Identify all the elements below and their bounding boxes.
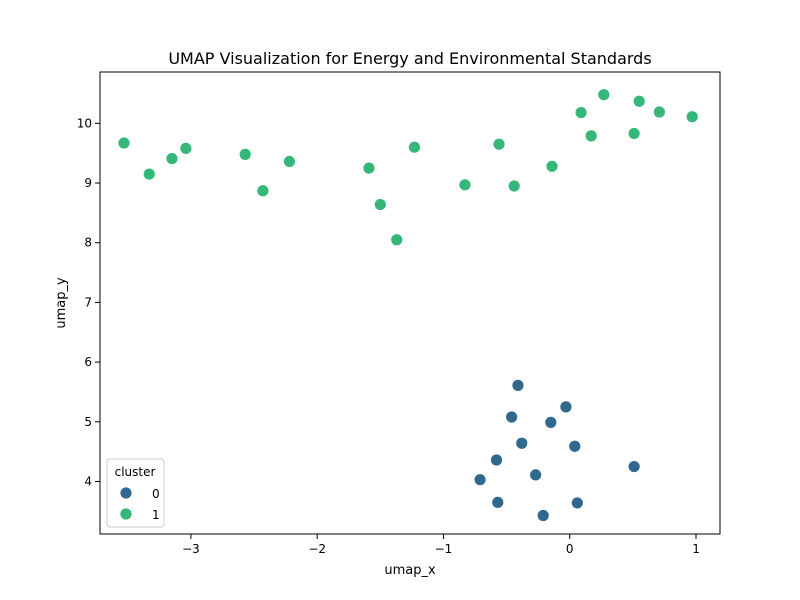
data-point-cluster-1 [362,161,376,175]
data-point-cluster-1 [627,127,641,140]
data-point-cluster-1 [179,142,193,155]
x-tick-label: −2 [308,542,326,556]
data-point-cluster-0 [505,410,519,424]
x-axis-ticks: −3 −2 −1 0 1 [182,534,700,556]
data-point-cluster-1 [507,179,521,193]
data-point-cluster-0 [570,496,584,510]
legend-label-cluster-1: 1 [152,508,160,522]
x-tick-label: −3 [182,542,200,556]
data-point-cluster-1 [142,167,156,181]
data-point-cluster-0 [627,460,641,473]
data-point-cluster-1 [373,198,387,211]
data-point-cluster-1 [408,140,421,154]
legend: cluster 0 1 [106,458,165,528]
data-point-cluster-1 [165,152,179,165]
legend-title: cluster [115,465,156,479]
data-point-cluster-0 [568,439,582,453]
data-point-cluster-1 [458,178,472,192]
data-point-cluster-1 [685,110,699,124]
data-point-cluster-1 [256,184,270,198]
y-tick-label: 4 [84,474,92,488]
chart-title: UMAP Visualization for Energy and Enviro… [168,49,651,68]
data-point-cluster-0 [559,400,573,414]
y-axis-label: umap_y [54,277,69,329]
data-point-cluster-1 [584,129,598,143]
data-point-cluster-0 [473,473,487,487]
y-axis-ticks: 4 5 6 7 8 9 10 [77,116,100,488]
data-point-cluster-1 [652,105,666,119]
x-tick-label: −1 [435,542,453,556]
data-point-cluster-0 [490,453,503,467]
data-point-cluster-0 [544,415,558,429]
x-axis-label: umap_x [384,563,436,578]
legend-marker-cluster-1 [119,507,133,521]
legend-marker-cluster-0 [119,486,133,500]
data-point-cluster-0 [515,436,529,450]
data-points [117,88,699,522]
data-point-cluster-1 [283,155,296,168]
data-point-cluster-0 [511,378,525,392]
x-tick-label: 0 [566,542,574,556]
data-point-cluster-1 [390,233,404,247]
y-tick-label: 5 [84,415,92,429]
y-tick-label: 10 [77,116,92,130]
plot-area [100,72,720,534]
y-tick-label: 9 [84,176,92,190]
data-point-cluster-1 [492,137,506,151]
y-tick-label: 6 [84,355,92,369]
data-point-cluster-1 [545,159,559,173]
data-point-cluster-1 [574,106,588,119]
data-point-cluster-0 [536,509,550,522]
data-point-cluster-0 [529,468,543,482]
y-tick-label: 7 [84,295,92,309]
data-point-cluster-1 [597,88,611,102]
data-point-cluster-1 [632,94,646,108]
data-point-cluster-0 [491,495,505,509]
x-tick-label: 1 [692,542,700,556]
y-tick-label: 8 [84,236,92,250]
legend-label-cluster-0: 0 [152,487,160,501]
data-point-cluster-1 [117,136,131,150]
plot-frame [99,71,721,535]
data-point-cluster-1 [238,147,252,161]
